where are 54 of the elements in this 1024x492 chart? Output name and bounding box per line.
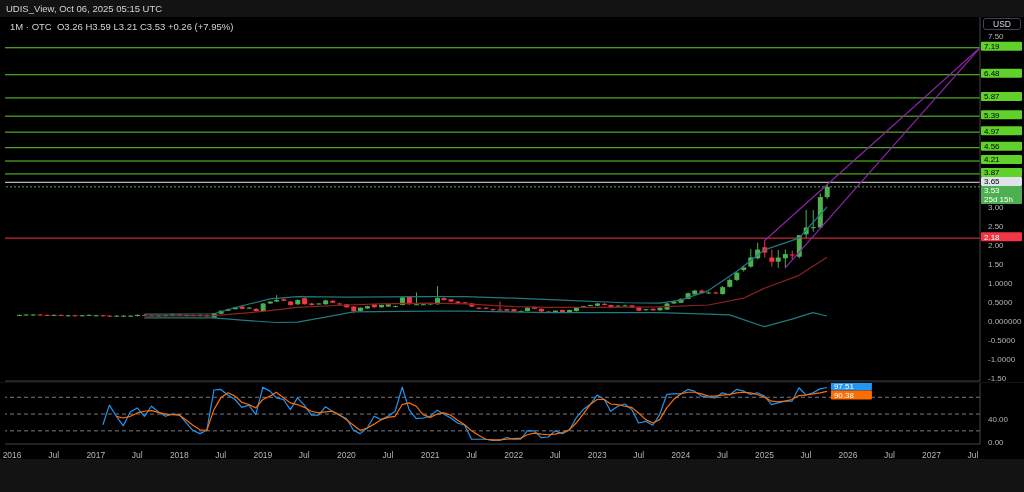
x-tick-label: Jul (382, 450, 394, 461)
y-tick-label: 1.0000 (988, 278, 1014, 288)
y-axis-title: USD (983, 18, 1021, 30)
x-tick-label: Jul (298, 450, 310, 461)
x-tick-label: Jul (48, 450, 60, 461)
ref-line-label: 4.97 (984, 126, 1001, 136)
x-tick-label: Jul (131, 450, 143, 461)
data-label: 97.51 (833, 381, 855, 391)
y-tick-label: 0.5000 (988, 297, 1014, 307)
x-tick-label: 2025 (754, 450, 775, 461)
y-tick-label: -0.5000 (988, 335, 1016, 345)
y-tick-label: 3.00 (988, 202, 1005, 212)
x-tick-label: Jul (883, 450, 895, 461)
ref-line-label: 5.39 (984, 110, 1001, 120)
ref-line-label: 5.87 (984, 92, 1001, 102)
ref-line-label: 3.87 (984, 168, 1001, 178)
x-tick-label: 2026 (838, 450, 858, 461)
ref-line-label: 6.48 (984, 69, 1001, 79)
y-tick-label: 0.000000 (988, 316, 1022, 326)
data-label: 90.38 (833, 390, 855, 400)
x-tick-label: 2024 (671, 450, 691, 461)
y-tick-label: 7.50 (988, 31, 1005, 41)
x-tick-label: 2017 (86, 450, 106, 461)
x-tick-label: Jul (633, 450, 645, 461)
chart-subtitle: UDIS_View, Oct 06, 2025 05:15 UTC (6, 3, 163, 14)
x-tick-label: Jul (215, 450, 227, 461)
x-tick-label: Jul (466, 450, 478, 461)
x-tick-label: Jul (967, 450, 979, 461)
x-tick-label: 2022 (504, 450, 524, 461)
text: 25d 15h (984, 195, 1013, 205)
x-tick-label: Jul (549, 450, 561, 461)
ref-line-label: 3.65 (984, 177, 1001, 187)
y-tick-label: -1.0000 (988, 354, 1016, 364)
chart-title: 1M · OTC O3.26 H3.59 L3.21 C3.53 +0.26 (+7.95%) (10, 21, 234, 32)
x-tick-label: Jul (800, 450, 812, 461)
y-tick-label: 0.00 (988, 437, 1005, 447)
y-tick-label: 2.00 (988, 240, 1005, 250)
x-tick-label: 2021 (420, 450, 440, 461)
y-tick-label: 2.50 (988, 221, 1005, 231)
y-tick-label: -1.50 (988, 373, 1007, 383)
x-tick-label: 2020 (336, 450, 357, 461)
x-tick-label: 2019 (253, 450, 273, 461)
y-tick-label: 1.50 (988, 259, 1005, 269)
ref-line-label: 4.56 (984, 142, 1001, 152)
ref-line-label: 2.18 (984, 232, 1001, 242)
ref-line-label: 4.21 (984, 155, 1001, 165)
x-tick-label: Jul (716, 450, 728, 461)
x-tick-label: 2018 (169, 450, 190, 461)
x-tick-label: 2016 (2, 450, 22, 461)
y-tick-label: 40.00 (988, 415, 1009, 425)
x-tick-label: 2027 (922, 450, 942, 461)
ref-line-label: 3.53 (984, 186, 1001, 196)
x-tick-label: 2023 (587, 450, 607, 461)
ref-line-label: 7.19 (984, 42, 1001, 52)
